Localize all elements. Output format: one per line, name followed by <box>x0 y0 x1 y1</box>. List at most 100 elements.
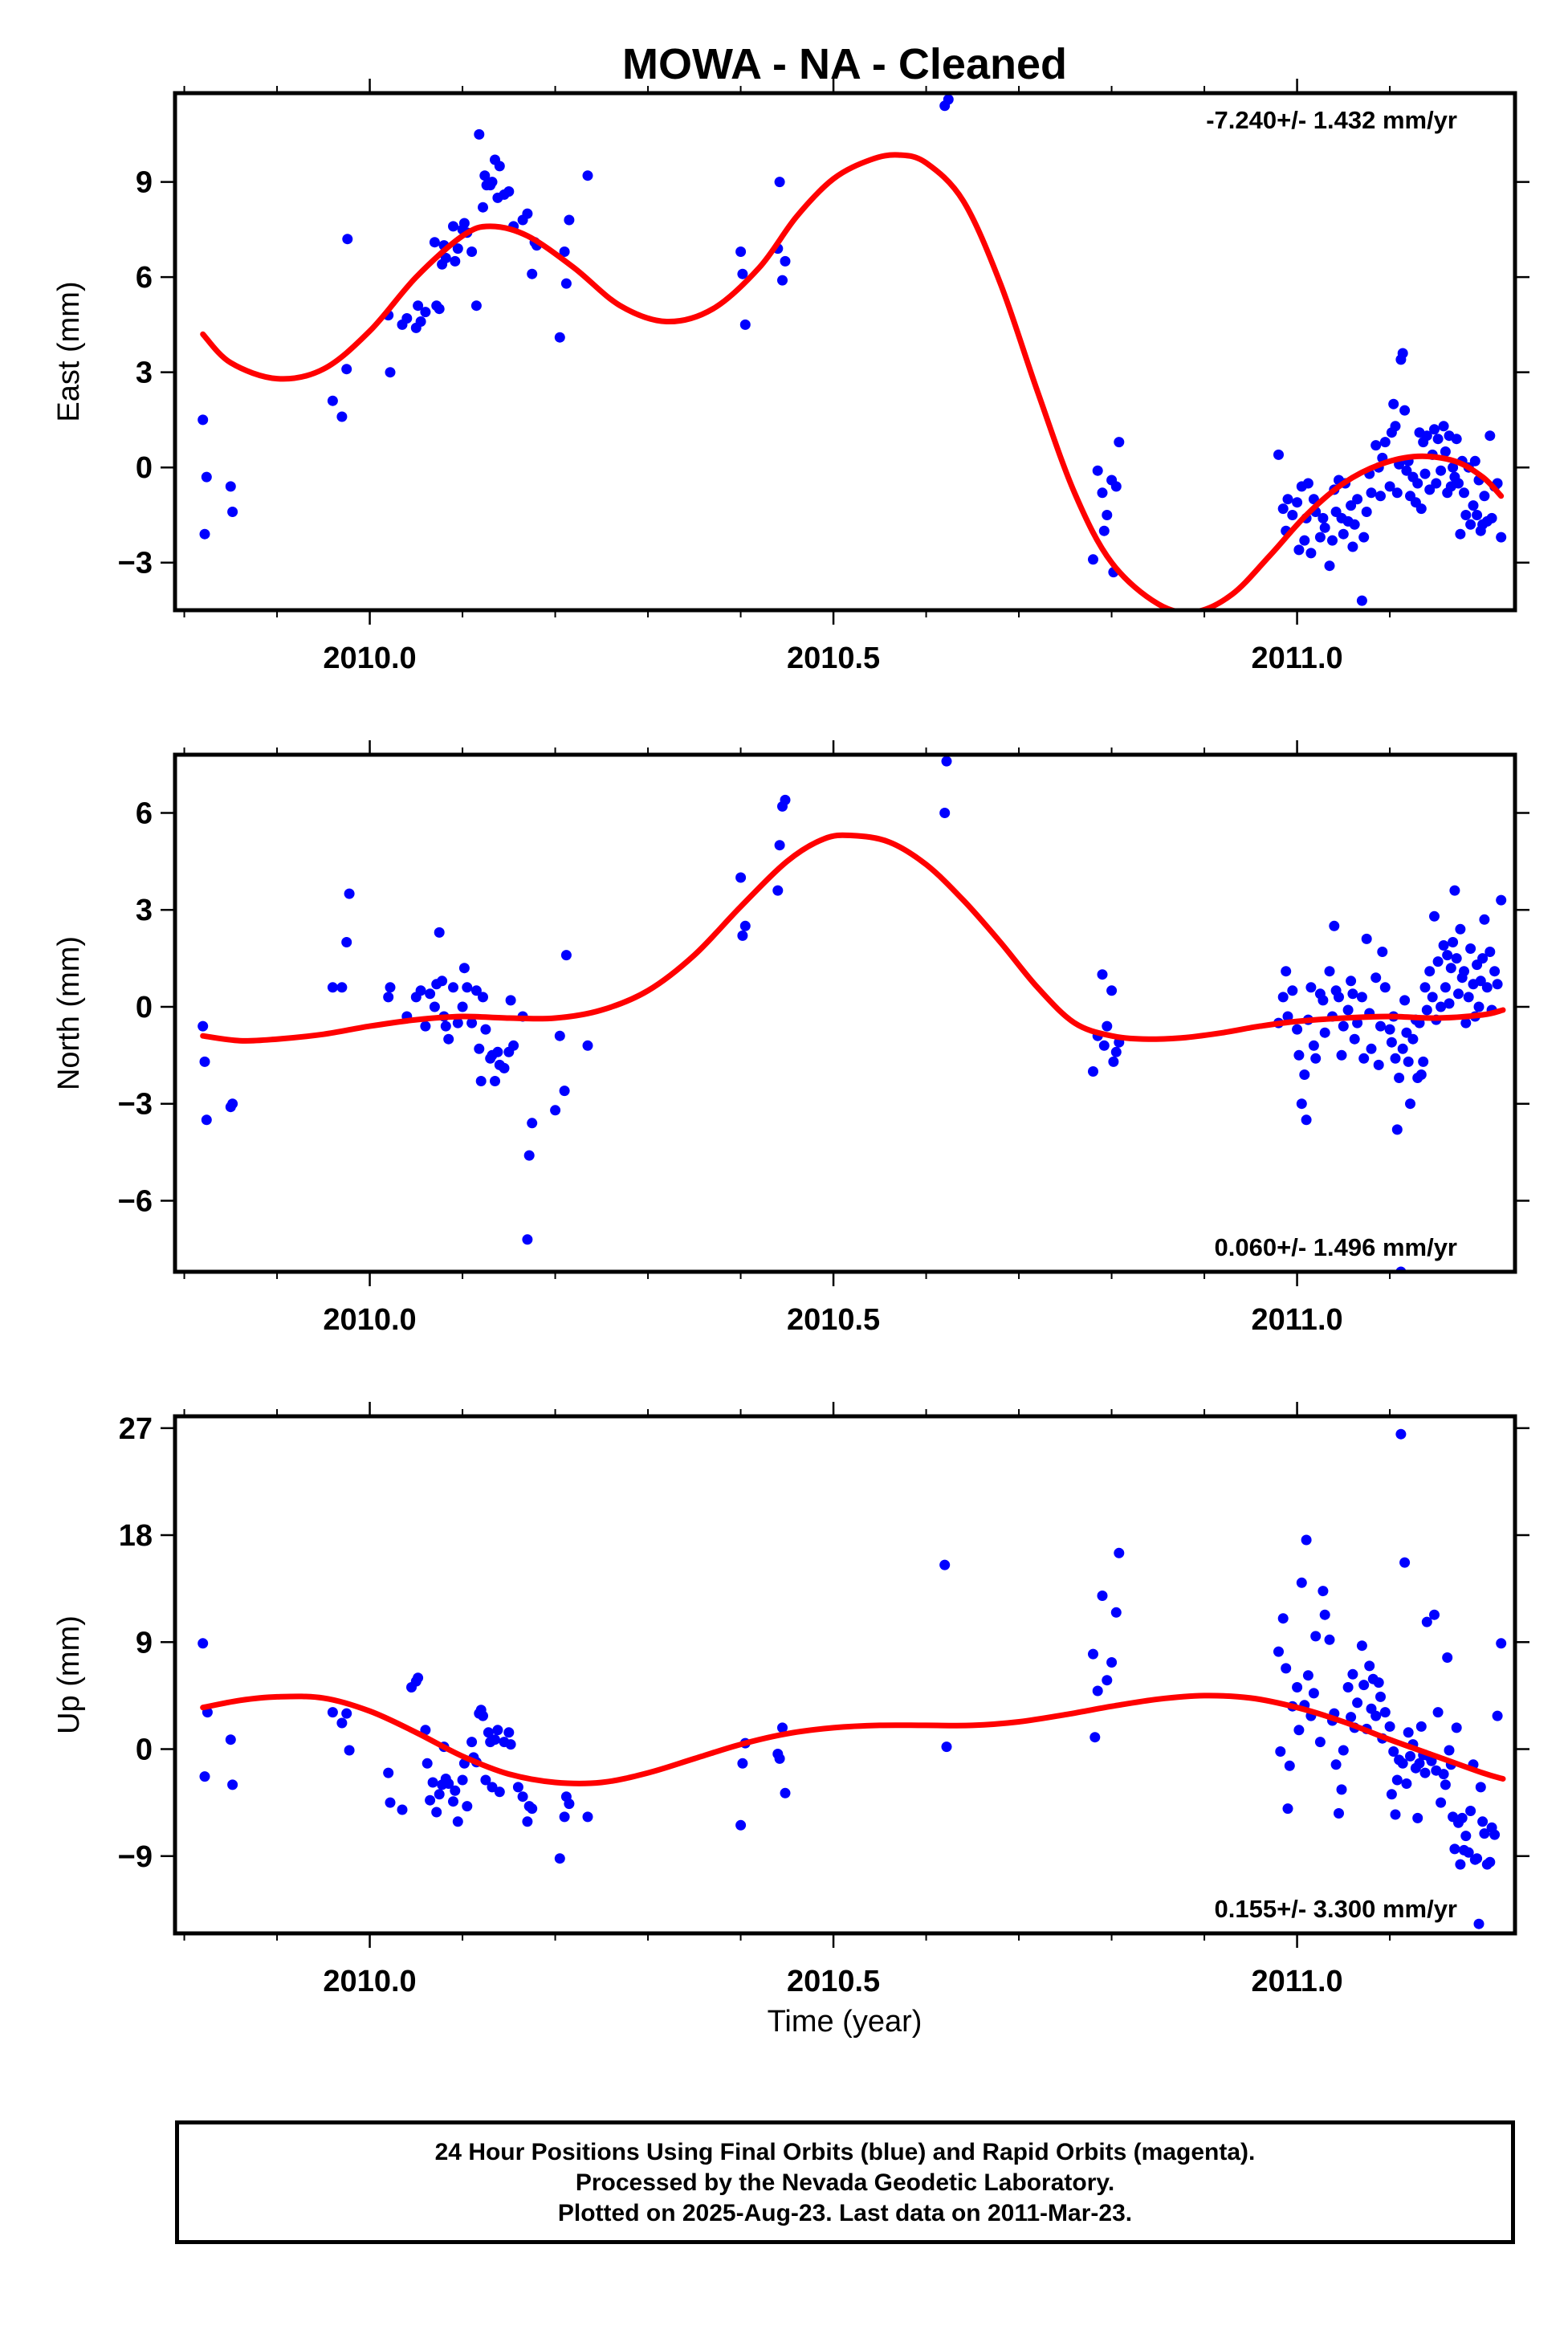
data-point <box>466 1017 478 1029</box>
data-point <box>1415 503 1427 515</box>
data-point <box>1108 1056 1119 1067</box>
data-point <box>1324 1634 1335 1645</box>
data-point <box>1438 940 1449 951</box>
data-point <box>1496 532 1507 543</box>
data-point <box>1390 421 1401 432</box>
data-point <box>452 1816 463 1827</box>
data-point <box>1403 1056 1414 1067</box>
data-point <box>1492 979 1503 990</box>
data-point <box>1431 478 1442 489</box>
x-tick-label: 2011.0 <box>1252 1965 1343 1998</box>
data-point <box>1444 1745 1455 1756</box>
data-point <box>1407 1033 1419 1045</box>
data-point <box>522 1816 533 1827</box>
data-point <box>227 1779 238 1790</box>
y-tick-label: 6 <box>136 261 153 295</box>
x-tick-label: 2010.5 <box>787 1303 880 1337</box>
data-point <box>1390 1053 1401 1064</box>
data-point <box>1347 541 1358 552</box>
data-point <box>1448 937 1459 947</box>
data-point <box>415 316 426 327</box>
data-point <box>941 756 952 767</box>
data-point <box>523 1150 535 1161</box>
data-point <box>1489 966 1501 977</box>
data-point <box>1310 1053 1322 1064</box>
data-point <box>735 872 747 883</box>
x-tick-label: 2010.5 <box>787 642 880 675</box>
data-point <box>474 128 485 140</box>
data-point <box>1318 995 1329 1006</box>
data-point <box>487 1782 498 1793</box>
data-point <box>1432 1707 1444 1718</box>
data-point <box>1097 1591 1108 1601</box>
data-point <box>737 268 748 279</box>
data-point <box>1397 1043 1408 1054</box>
data-point <box>1384 1024 1395 1035</box>
data-point <box>1403 1727 1414 1738</box>
data-point <box>1375 491 1386 502</box>
data-point <box>1310 1631 1322 1642</box>
data-point <box>1485 430 1496 442</box>
velocity-rate-label: 0.060+/- 1.496 mm/yr <box>1215 1233 1457 1261</box>
y-tick-label: 0 <box>136 451 153 485</box>
data-point <box>483 1727 494 1738</box>
data-point <box>1088 554 1098 565</box>
data-point <box>494 1786 505 1798</box>
data-point <box>503 1727 515 1738</box>
data-point <box>1485 947 1496 957</box>
data-point <box>431 1807 442 1818</box>
data-point <box>1110 1607 1122 1618</box>
data-point <box>1473 1918 1485 1929</box>
data-point <box>470 300 482 312</box>
data-point <box>582 1040 593 1051</box>
model-fit-line <box>200 832 1506 1044</box>
data-point <box>503 186 515 197</box>
data-point <box>1379 1707 1391 1718</box>
data-point <box>1405 1750 1415 1762</box>
data-point <box>1465 1806 1476 1816</box>
data-point <box>466 1737 478 1748</box>
data-point <box>1455 528 1466 540</box>
data-point <box>772 885 784 896</box>
data-point <box>774 177 785 188</box>
y-tick-label: 18 <box>119 1519 153 1553</box>
data-point <box>1384 1721 1395 1732</box>
data-point <box>440 1020 451 1032</box>
data-point <box>492 1046 503 1057</box>
model-fit-line <box>200 1693 1506 1786</box>
data-point <box>780 255 791 267</box>
data-point <box>1301 1534 1312 1546</box>
data-point <box>739 920 751 931</box>
data-point <box>1349 519 1360 530</box>
north-panel: 2010.0 2010.5 2011.0 6 3 0 −3 −6 North (mm) 0.060… <box>52 740 1529 1337</box>
data-point <box>777 275 788 286</box>
data-point <box>512 1782 523 1793</box>
data-point <box>327 1707 338 1718</box>
x-axis-label: Time (year) <box>768 2005 922 2039</box>
data-point <box>1106 985 1118 996</box>
data-point <box>582 170 593 181</box>
data-point <box>425 1794 436 1806</box>
data-point <box>1455 923 1466 935</box>
data-point <box>201 471 212 483</box>
data-point <box>1275 1746 1286 1757</box>
data-point <box>1330 1759 1342 1770</box>
data-point <box>1352 1017 1363 1029</box>
data-point <box>1346 500 1357 511</box>
data-point <box>494 161 505 172</box>
data-point <box>1308 1688 1319 1699</box>
data-point <box>554 332 565 343</box>
data-point <box>1110 1046 1122 1057</box>
y-tick-label: 6 <box>136 796 153 830</box>
data-point <box>1301 1114 1312 1126</box>
data-point <box>735 246 747 257</box>
data-point <box>1361 933 1372 944</box>
data-point <box>1284 1760 1295 1771</box>
data-point <box>1370 440 1382 451</box>
data-point <box>522 1234 533 1245</box>
data-point <box>1314 532 1326 543</box>
data-point <box>1451 1722 1462 1733</box>
data-point <box>1089 1732 1101 1743</box>
data-point <box>1451 434 1462 445</box>
data-point <box>1092 1685 1103 1697</box>
